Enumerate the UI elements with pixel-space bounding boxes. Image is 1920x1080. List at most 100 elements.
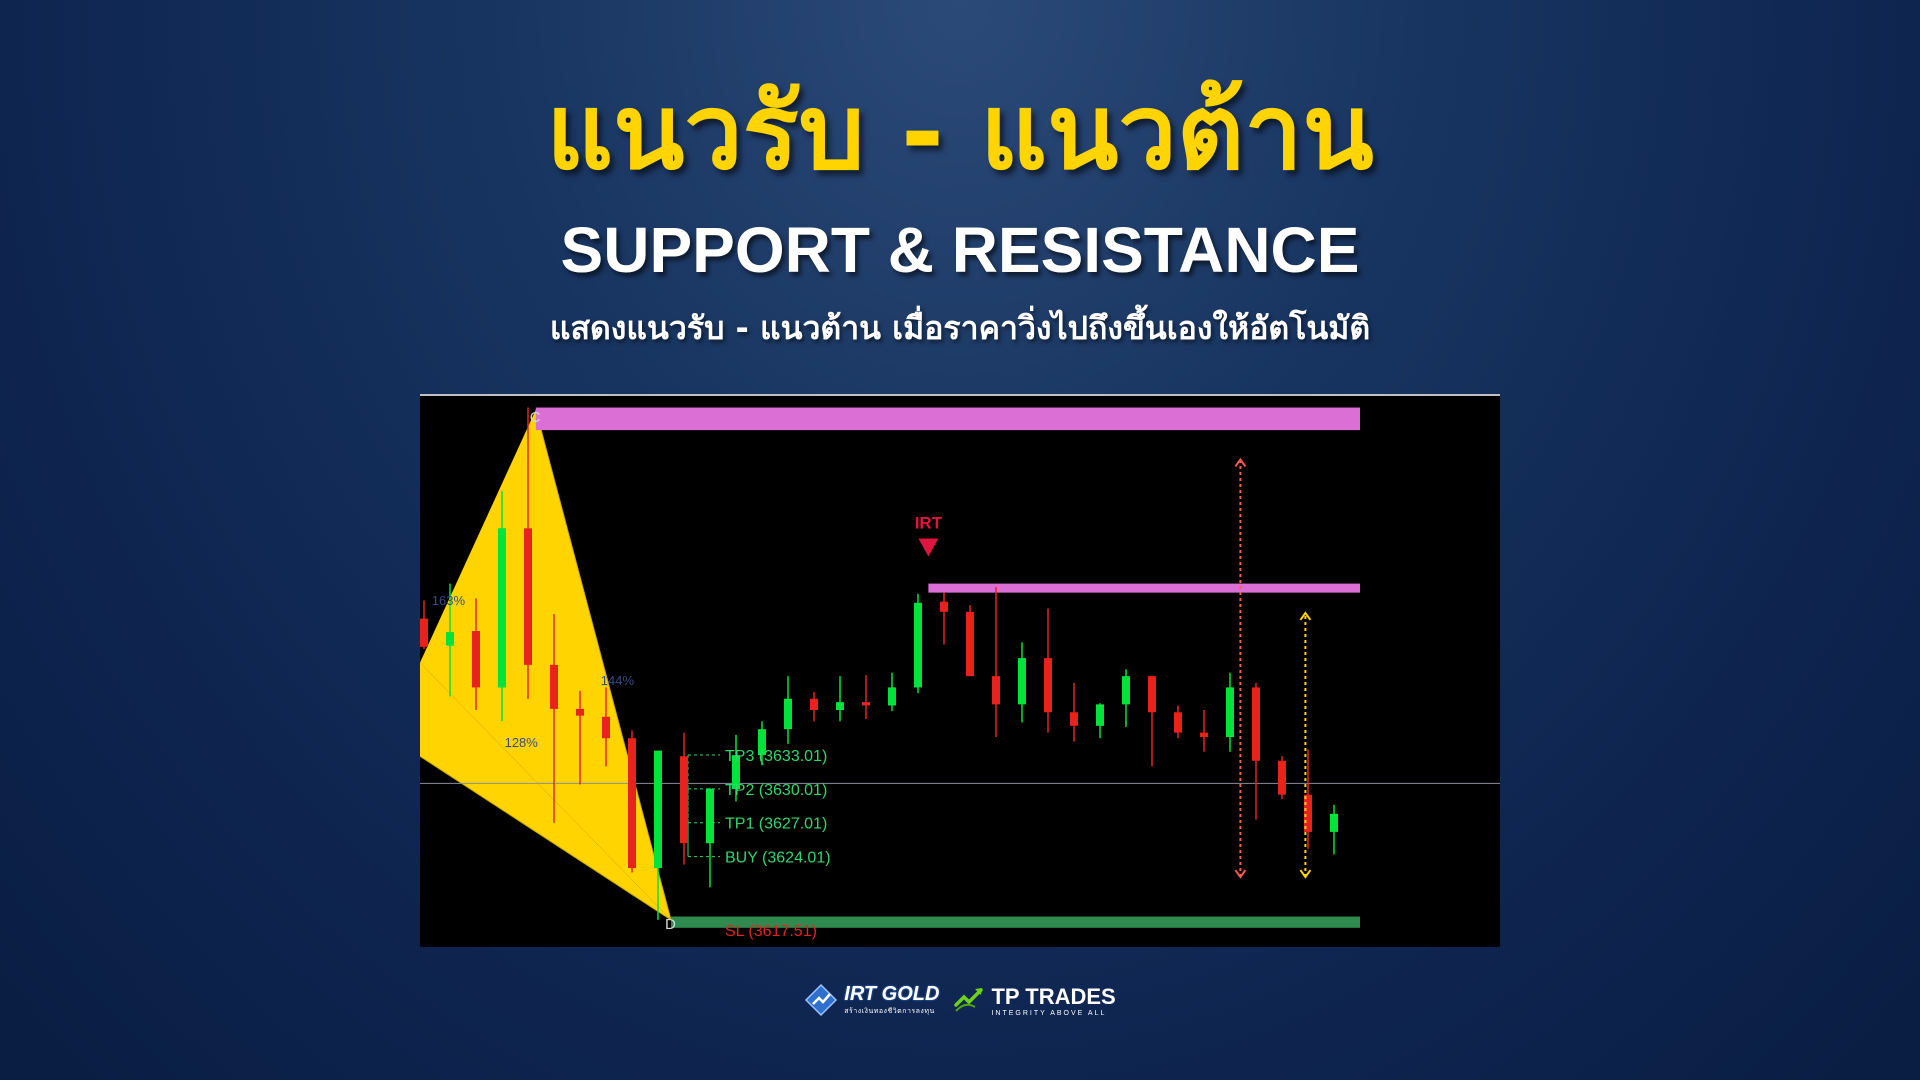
page-description: แสดงแนวรับ - แนวต้าน เมื่อราคาวิ่งไปถึงข… [549, 309, 1371, 347]
candle-body-22 [992, 676, 1000, 705]
level-label-4: SL (3617.51) [725, 923, 817, 940]
candle-body-3 [498, 528, 506, 688]
target-arrow-head-top-0 [1234, 457, 1247, 468]
candle-32 [1252, 682, 1260, 820]
target-arrow-head-bottom-1 [1299, 869, 1312, 879]
candle-34 [1304, 749, 1312, 849]
candle-body-13 [758, 729, 766, 756]
candle-body-28 [1148, 676, 1156, 713]
irt-signal-marker [918, 538, 939, 557]
candle-body-31 [1226, 687, 1234, 738]
candle-26 [1096, 703, 1104, 739]
irt-gold-name: IRT GOLD [844, 983, 940, 1005]
candle-3 [498, 491, 506, 722]
irt-signal-label: IRT [915, 514, 943, 533]
candle-body-2 [472, 631, 480, 688]
candle-body-9 [654, 750, 662, 868]
level-label-0: TP3 (3633.01) [725, 748, 827, 765]
candle-24 [1044, 608, 1052, 733]
candle-8 [628, 730, 636, 873]
page-subtitle: SUPPORT & RESISTANCE [560, 214, 1360, 286]
irt-gold-logo: IRT GOLD สร้างเงินทองชีวิตการลงทุน [804, 983, 939, 1017]
pattern-cd-leg [535, 409, 672, 921]
candle-29 [1174, 705, 1182, 739]
zone-resistance-top [535, 407, 1360, 431]
candle-15 [810, 691, 818, 722]
candle-2 [472, 598, 480, 710]
candle-19 [914, 593, 922, 694]
candle-9 [654, 750, 662, 920]
zone-support [671, 916, 1360, 928]
tp-trades-tagline: INTEGRITY ABOVE ALL [991, 1009, 1107, 1017]
candle-7 [602, 687, 610, 767]
level-label-1: TP2 (3630.01) [725, 782, 827, 799]
candle-body-34 [1304, 794, 1312, 832]
tp-trades-emblem-icon [954, 988, 984, 1012]
candle-body-21 [966, 611, 974, 677]
candle-23 [1018, 642, 1026, 723]
level-label-3: BUY (3624.01) [725, 850, 831, 867]
candle-body-27 [1122, 676, 1130, 705]
candle-body-11 [706, 789, 714, 844]
candle-4 [524, 407, 532, 699]
tp-trades-name: TP TRADES [991, 983, 1116, 1009]
candle-33 [1278, 756, 1286, 800]
target-arrow-head-bottom-0 [1234, 869, 1247, 879]
candle-body-35 [1330, 813, 1338, 832]
zone-resistance-mid [928, 583, 1360, 593]
candle-body-6 [576, 708, 584, 716]
candle-body-24 [1044, 658, 1052, 713]
candle-13 [758, 721, 766, 766]
irt-gold-tagline: สร้างเงินทองชีวิตการลงทุน [844, 1008, 935, 1015]
candle-body-5 [550, 664, 558, 709]
candle-0 [420, 600, 428, 650]
candle-body-19 [914, 602, 922, 688]
candle-body-16 [836, 702, 844, 710]
candle-body-26 [1096, 704, 1104, 726]
candle-body-32 [1252, 687, 1260, 761]
candle-body-15 [810, 698, 818, 710]
candle-body-7 [602, 716, 610, 739]
pattern-xcd-triangle [420, 409, 671, 920]
candle-1 [446, 583, 454, 697]
target-arrow-head-top-1 [1299, 611, 1312, 621]
candle-body-23 [1018, 658, 1026, 705]
candle-body-18 [888, 687, 896, 706]
level-label-2: TP1 (3627.01) [725, 816, 827, 833]
logo-bar: IRT GOLD สร้างเงินทองชีวิตการลงทุน TP TR… [0, 975, 1920, 1025]
candle-16 [836, 676, 844, 722]
candle-17 [862, 675, 870, 720]
candle-body-20 [940, 601, 948, 612]
irt-gold-emblem-icon [805, 983, 838, 1017]
candle-6 [576, 690, 584, 785]
candle-31 [1226, 672, 1234, 752]
candle-body-1 [446, 632, 454, 646]
candle-10 [680, 732, 688, 865]
candle-12 [732, 734, 740, 802]
candle-11 [706, 787, 714, 888]
candle-body-10 [680, 756, 688, 844]
candle-14 [784, 676, 792, 744]
candle-body-17 [862, 702, 870, 706]
page-title: แนวรับ - แนวต้าน [546, 71, 1374, 193]
candle-22 [992, 586, 1000, 738]
fib-label-2: 128% [505, 735, 539, 750]
candle-18 [888, 672, 896, 712]
candle-28 [1148, 676, 1156, 767]
candle-20 [940, 592, 948, 645]
candle-body-29 [1174, 712, 1182, 733]
candle-body-14 [784, 698, 792, 730]
fib-label-1: 144% [601, 673, 635, 688]
pattern-point-D: D [665, 916, 676, 933]
candle-body-30 [1200, 732, 1208, 738]
candle-body-12 [732, 755, 740, 789]
candle-5 [550, 614, 558, 823]
candle-body-4 [524, 528, 532, 665]
candle-27 [1122, 669, 1130, 727]
fib-label-0: 163% [432, 593, 466, 608]
candle-body-8 [628, 738, 636, 868]
tp-trades-logo: TP TRADES INTEGRITY ABOVE ALL [953, 983, 1116, 1017]
price-chart: TP3 (3633.01) TP2 (3630.01) TP1 (3627.01) B… [420, 394, 1500, 947]
candle-body-0 [420, 618, 428, 647]
candle-30 [1200, 710, 1208, 752]
